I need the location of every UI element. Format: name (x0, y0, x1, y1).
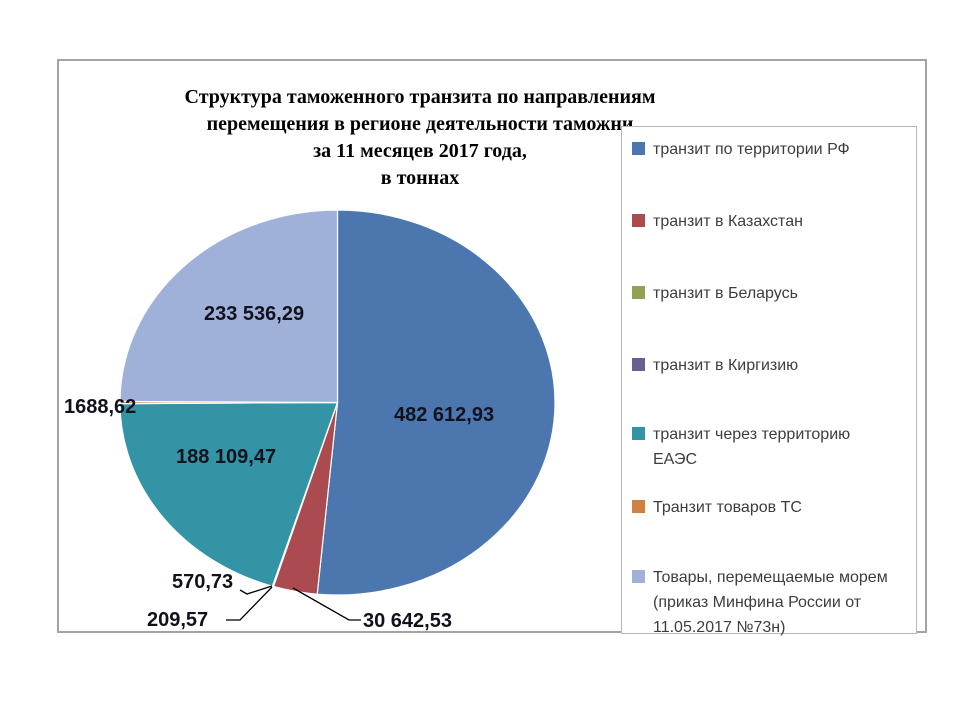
legend-item-sea: Товары, перемещаемые морем (приказ Минфи… (632, 565, 891, 640)
legend-item-kazakhstan: транзит в Казахстан (632, 209, 891, 234)
legend-item-kyrgyzstan: транзит в Киргизию (632, 353, 891, 378)
legend-label-sea: Товары, перемещаемые морем (приказ Минфи… (653, 569, 888, 636)
data-label-kyrgyzstan: 209,57 (147, 609, 209, 631)
legend-item-eaes: транзит через территорию ЕАЭС (632, 422, 891, 472)
chart-title-line-2: перемещения в регионе деятельности тамож… (206, 113, 634, 135)
chart-title-line-4: в тоннах (380, 167, 460, 189)
legend: транзит по территории РФ транзит в Казах… (621, 126, 917, 636)
chart-title-line-1: Структура таможенного транзита по направ… (184, 86, 656, 108)
legend-label-kazakhstan: транзит в Казахстан (653, 213, 803, 230)
data-label-rf: 482 612,93 (394, 404, 495, 426)
data-label-kazakhstan: 30 642,53 (363, 610, 452, 632)
legend-item-ts-goods: Транзит товаров ТС (632, 495, 891, 520)
legend-swatch-sea-icon (632, 570, 645, 583)
legend-swatch-kazakhstan-icon (632, 214, 645, 227)
legend-label-rf: транзит по территории РФ (653, 141, 850, 158)
legend-label-belarus: транзит в Беларусь (653, 285, 798, 302)
legend-label-kyrgyzstan: транзит в Киргизию (653, 357, 799, 374)
chart-title: Структура таможенного транзита по направ… (115, 84, 725, 192)
chart-title-line-3: за 11 месяцев 2017 года, (313, 140, 527, 162)
data-label-belarus: 570,73 (172, 571, 234, 593)
legend-label-eaes: транзит через территорию ЕАЭС (653, 426, 851, 468)
legend-swatch-rf-icon (632, 142, 645, 155)
legend-swatch-eaes-icon (632, 427, 645, 440)
legend-item-belarus: транзит в Беларусь (632, 281, 891, 306)
data-label-ts-goods: 1688,62 (64, 396, 137, 418)
legend-swatch-ts-goods-icon (632, 500, 645, 513)
legend-label-ts-goods: Транзит товаров ТС (653, 499, 802, 516)
legend-swatch-kyrgyzstan-icon (632, 358, 645, 371)
data-label-sea: 233 536,29 (204, 303, 305, 325)
data-label-eaes: 188 109,47 (176, 446, 277, 468)
legend-item-rf: транзит по территории РФ (632, 137, 891, 162)
legend-swatch-belarus-icon (632, 286, 645, 299)
